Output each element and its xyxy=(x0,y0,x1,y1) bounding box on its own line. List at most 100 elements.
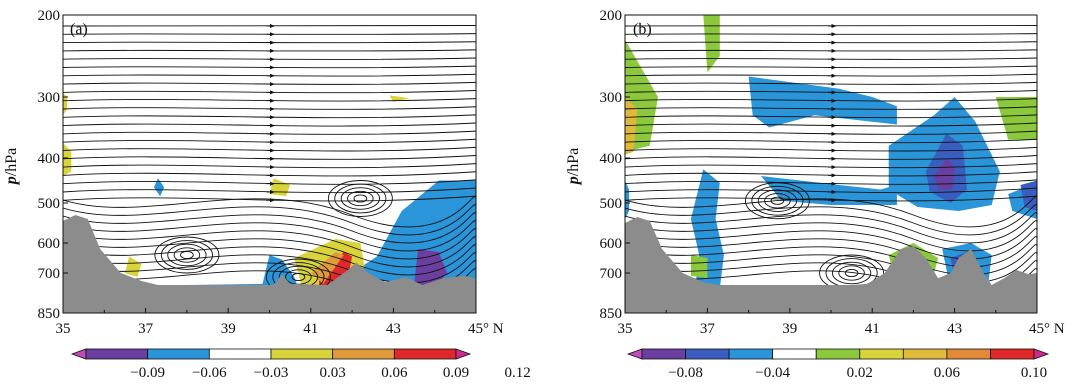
eddy-streamline xyxy=(180,250,194,260)
streamline xyxy=(625,138,1037,144)
streamline xyxy=(63,146,476,152)
eddy-streamline xyxy=(340,187,381,210)
y-tick-label: 850 xyxy=(600,306,623,322)
shaded-region xyxy=(690,255,708,279)
panel-label: (b) xyxy=(633,21,652,38)
shaded-region xyxy=(761,176,897,205)
colorbar-label: 0.03 xyxy=(320,365,346,381)
streamline xyxy=(63,236,476,268)
panel-b: 35 37 39 41 43 45° N 200 300 400 500 600 700 850 (b)… xyxy=(565,8,1065,381)
eddy-streamline xyxy=(844,268,859,278)
axes: 35 37 39 41 43 45° N 200 300 400 500 600 700 850 xyxy=(38,8,504,337)
x-tick-label: 45° N xyxy=(1029,321,1065,337)
y-tick-label: 200 xyxy=(600,8,623,24)
streamline xyxy=(625,90,1037,94)
streamline xyxy=(63,73,476,77)
shaded-region xyxy=(153,178,165,197)
colorbar-segment xyxy=(990,348,1035,360)
y-tick-label: 700 xyxy=(38,266,61,282)
shaded-region xyxy=(343,180,476,285)
streamline xyxy=(625,98,1037,102)
colorbar-high-extension xyxy=(1033,348,1050,360)
streamline xyxy=(625,228,1037,260)
streamline xyxy=(625,33,1037,35)
y-tick-label: 200 xyxy=(38,8,61,24)
streamline xyxy=(63,130,476,135)
streamline xyxy=(625,106,1037,110)
x-tick-label: 37 xyxy=(138,321,154,337)
streamline xyxy=(63,57,476,60)
streamline xyxy=(63,212,476,244)
x-tick-label: 37 xyxy=(700,321,716,337)
streamline xyxy=(63,106,476,110)
terrain-profile xyxy=(63,215,476,313)
eddy-streamline xyxy=(757,189,798,212)
streamline xyxy=(63,122,476,127)
streamline xyxy=(63,33,476,35)
colorbar-segment xyxy=(728,348,774,360)
eddy-streamline xyxy=(764,193,791,209)
streamline xyxy=(625,49,1037,52)
x-tick-label: 39 xyxy=(221,321,236,337)
colorbar-label: 0.06 xyxy=(381,365,408,381)
y-axis-label: p/hPa xyxy=(3,148,20,186)
streamline xyxy=(63,195,476,202)
streamline xyxy=(63,220,476,252)
streamline xyxy=(625,57,1037,60)
streamline xyxy=(625,41,1037,44)
x-tick-label: 45° N xyxy=(468,321,504,337)
eddy-streamline xyxy=(744,182,810,220)
streamline xyxy=(63,138,476,144)
eddy-streamline xyxy=(334,183,387,214)
y-tick-label: 400 xyxy=(38,151,61,167)
x-tick-label: 43 xyxy=(947,321,962,337)
eddy-streamline xyxy=(751,185,804,216)
colorbar: −0.09 −0.06 −0.03 0.03 0.06 0.09 0.12 xyxy=(70,348,531,381)
streamline xyxy=(63,196,476,228)
streamline xyxy=(63,98,476,102)
colorbar-low-extension xyxy=(70,348,87,360)
shaded-region xyxy=(63,92,68,116)
streamline xyxy=(625,146,1037,152)
streamline xyxy=(63,81,476,85)
shaded-region xyxy=(703,15,720,73)
colorbar: −0.08 −0.04 0.02 0.06 0.10 xyxy=(626,348,1050,381)
shaded-region xyxy=(310,252,344,284)
streamline xyxy=(625,220,1037,252)
streamline xyxy=(63,41,476,44)
y-tick-label: 400 xyxy=(600,151,623,167)
eddy-streamline xyxy=(347,190,374,207)
colorbar-segment xyxy=(85,348,149,360)
streamline xyxy=(625,155,1037,160)
colorbar-high-extension xyxy=(455,348,472,360)
terrain-profile xyxy=(625,217,1037,313)
y-tick-label: 300 xyxy=(38,90,61,106)
terrain xyxy=(625,217,1037,313)
eddy-streamline xyxy=(154,236,220,274)
eddy-streamline xyxy=(167,243,207,267)
colorbar-label: 0.09 xyxy=(443,365,469,381)
colorbar-segment xyxy=(859,348,904,360)
y-tick-label: 600 xyxy=(38,236,61,252)
streamline xyxy=(63,49,476,52)
streamline xyxy=(63,204,476,236)
streamline xyxy=(625,196,1037,228)
x-tick-label: 35 xyxy=(56,321,71,337)
colorbar-label: −0.03 xyxy=(254,365,289,381)
streamline xyxy=(63,90,476,94)
x-tick-label: 41 xyxy=(865,321,880,337)
streamline xyxy=(625,65,1037,69)
eddy-streamline xyxy=(327,180,393,217)
streamline xyxy=(625,73,1037,77)
y-tick-label: 850 xyxy=(38,306,61,322)
streamline xyxy=(625,25,1037,27)
colorbar-segment xyxy=(902,348,948,360)
colorbar-segment xyxy=(685,348,730,360)
eddy-streamline xyxy=(838,265,865,281)
streamline xyxy=(625,122,1037,127)
colorbar-segment xyxy=(270,348,334,360)
y-tick-label: 300 xyxy=(600,90,623,106)
streamline xyxy=(625,212,1037,244)
streamline xyxy=(63,114,476,119)
